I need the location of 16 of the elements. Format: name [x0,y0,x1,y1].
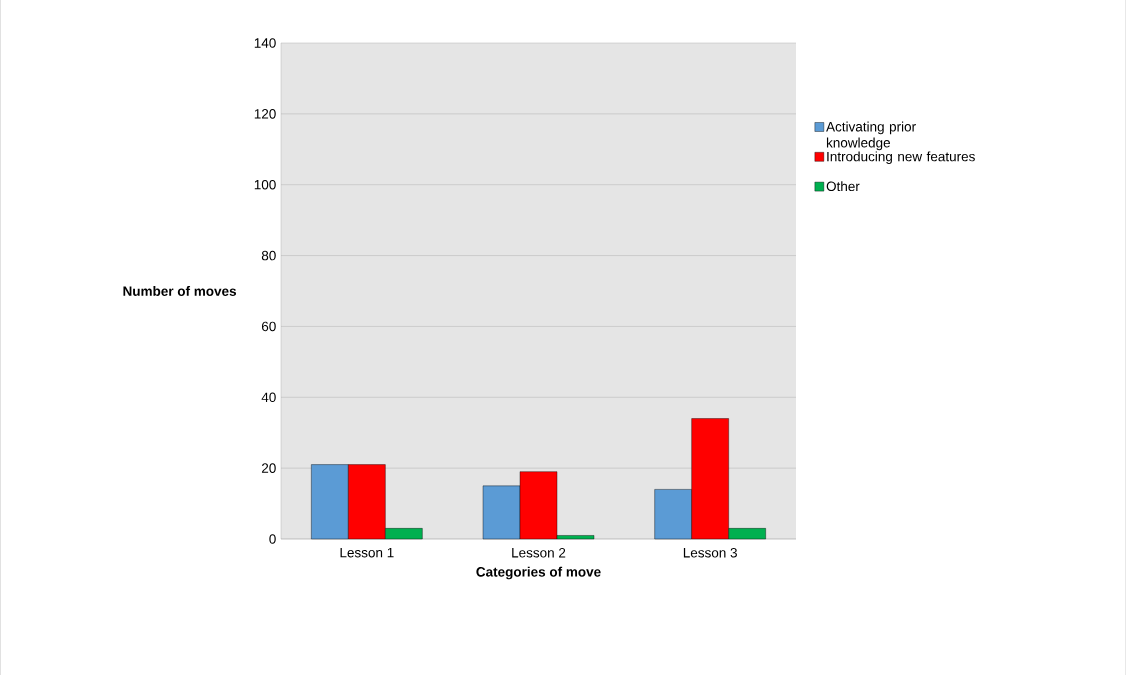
y-axis-title: Number of moves [123,286,237,296]
legend-label: Introducing new features [827,151,975,164]
x-tick-label: Lesson 3 [683,547,737,558]
y-tick-label: 60 [261,321,276,332]
y-tick-label: 20 [261,463,276,473]
legend-label: Other [826,181,860,192]
y-tick-label: 40 [261,392,276,403]
y-tick-label: 120 [254,109,276,119]
y-tick-label: 80 [261,250,276,261]
x-tick-label: Lesson 2 [512,547,566,558]
y-tick-label: 100 [254,179,276,190]
x-axis-title: Categories of move [476,566,601,580]
x-tick-label: Lesson 1 [340,547,394,558]
y-tick-label: 0 [269,534,276,544]
legend-label: Activating prior knowledge [826,121,916,151]
y-tick-label: 140 [254,38,276,48]
